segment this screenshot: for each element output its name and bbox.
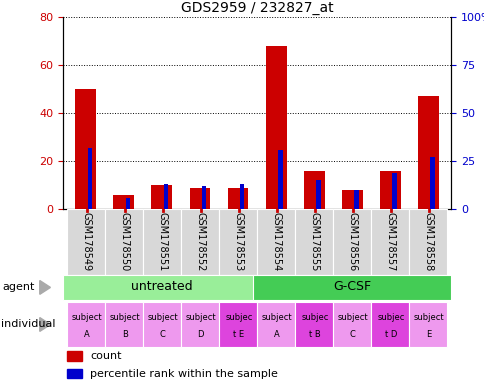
Bar <box>181 302 219 347</box>
Text: E: E <box>425 330 431 339</box>
Text: subjec: subjec <box>377 313 404 322</box>
Text: A: A <box>84 330 90 339</box>
Text: GSM178552: GSM178552 <box>196 212 205 271</box>
Text: subjec: subjec <box>225 313 252 322</box>
Bar <box>370 302 408 347</box>
Bar <box>88 148 92 209</box>
Text: t E: t E <box>233 330 244 339</box>
Bar <box>219 302 257 347</box>
Text: GSM178554: GSM178554 <box>271 212 281 271</box>
Bar <box>227 188 248 209</box>
Bar <box>67 209 105 275</box>
Bar <box>125 198 130 209</box>
Bar <box>67 351 82 361</box>
Text: subject: subject <box>261 313 291 322</box>
Bar <box>63 275 260 300</box>
Bar <box>151 185 172 209</box>
Bar <box>143 302 181 347</box>
Text: C: C <box>349 330 355 339</box>
Text: percentile rank within the sample: percentile rank within the sample <box>90 369 277 379</box>
Bar <box>75 89 96 209</box>
Polygon shape <box>40 318 50 331</box>
Text: subject: subject <box>71 313 102 322</box>
Text: count: count <box>90 351 121 361</box>
Bar <box>303 171 324 209</box>
Bar <box>408 302 446 347</box>
Text: subject: subject <box>413 313 443 322</box>
Bar <box>67 302 105 347</box>
Text: A: A <box>273 330 279 339</box>
Text: GSM178553: GSM178553 <box>233 212 243 271</box>
Bar <box>341 190 362 209</box>
Bar <box>265 46 286 209</box>
Text: individual: individual <box>1 319 56 329</box>
Text: untreated: untreated <box>131 280 192 293</box>
Polygon shape <box>40 280 50 294</box>
Bar <box>105 302 143 347</box>
Bar <box>316 180 320 209</box>
Bar <box>240 184 244 209</box>
Bar <box>391 173 396 209</box>
Bar <box>113 195 134 209</box>
Bar <box>370 209 408 275</box>
Title: GDS2959 / 232827_at: GDS2959 / 232827_at <box>181 1 333 15</box>
Text: GSM178557: GSM178557 <box>385 212 395 271</box>
Text: subject: subject <box>147 313 178 322</box>
Bar <box>417 96 438 209</box>
Bar <box>253 275 450 300</box>
Text: subjec: subjec <box>301 313 328 322</box>
Text: C: C <box>159 330 166 339</box>
Bar <box>257 209 294 275</box>
Text: GSM178555: GSM178555 <box>309 212 319 271</box>
Text: GSM178549: GSM178549 <box>81 212 91 271</box>
Bar <box>143 209 181 275</box>
Bar <box>257 302 294 347</box>
Bar <box>164 184 168 209</box>
Bar <box>181 209 219 275</box>
Text: t B: t B <box>308 330 320 339</box>
Text: GSM178558: GSM178558 <box>423 212 433 271</box>
Text: t D: t D <box>384 330 396 339</box>
Text: B: B <box>121 330 127 339</box>
Text: GSM178551: GSM178551 <box>157 212 167 271</box>
Bar <box>294 302 333 347</box>
Text: subject: subject <box>185 313 215 322</box>
Text: subject: subject <box>337 313 367 322</box>
Bar <box>333 302 370 347</box>
Text: GSM178550: GSM178550 <box>120 212 129 271</box>
Bar <box>429 157 434 209</box>
Text: D: D <box>197 330 204 339</box>
Bar <box>353 190 358 209</box>
Bar <box>277 150 282 209</box>
Bar <box>219 209 257 275</box>
Bar <box>189 188 210 209</box>
Bar <box>294 209 333 275</box>
Text: G-CSF: G-CSF <box>333 280 370 293</box>
Bar <box>67 369 82 379</box>
Bar <box>408 209 446 275</box>
Text: agent: agent <box>2 282 35 293</box>
Bar <box>105 209 143 275</box>
Text: subject: subject <box>109 313 140 322</box>
Bar <box>333 209 370 275</box>
Text: GSM178556: GSM178556 <box>347 212 357 271</box>
Bar <box>379 171 400 209</box>
Bar <box>201 186 206 209</box>
